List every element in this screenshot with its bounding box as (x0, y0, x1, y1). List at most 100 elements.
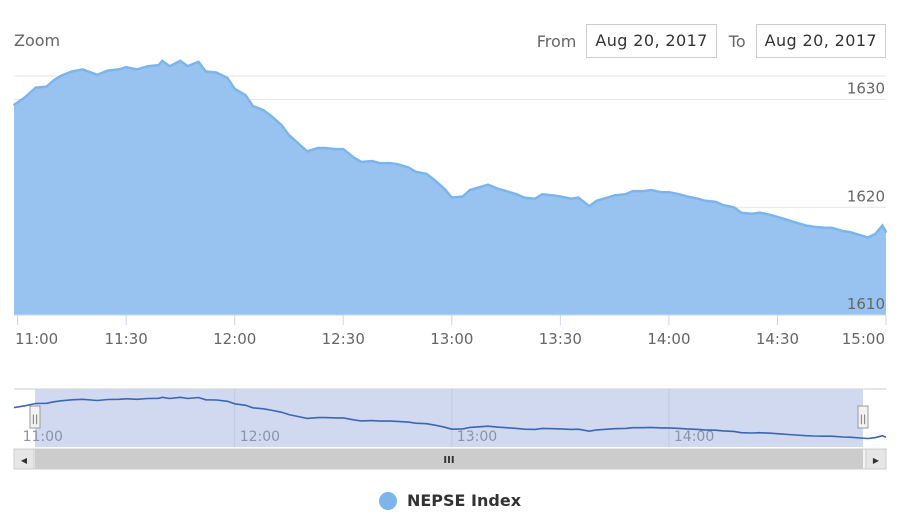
series-point (769, 213, 772, 216)
series-point (588, 205, 591, 208)
series-point (298, 143, 301, 146)
series-point (251, 105, 254, 107)
handle-grip: || (860, 414, 867, 425)
from-label: From (536, 31, 577, 51)
series-point (534, 197, 536, 200)
legend: NEPSE Index (0, 491, 900, 514)
series-point (125, 66, 128, 69)
series-point (81, 68, 84, 71)
series-point (469, 189, 471, 191)
series-point (740, 211, 743, 214)
legend-item-nepse-index[interactable]: NEPSE Index (378, 491, 521, 510)
series-area (14, 60, 886, 315)
series-point (450, 196, 453, 199)
series-point (157, 64, 160, 66)
from-date-input[interactable]: Aug 20, 2017 (586, 24, 717, 58)
series-point (570, 197, 573, 200)
series-point (414, 170, 417, 173)
series-point (324, 147, 327, 149)
series-point (696, 197, 699, 200)
series-point (342, 148, 345, 151)
x-tick-label: 13:30 (539, 330, 582, 348)
series-point (479, 185, 482, 188)
series-point (204, 70, 207, 73)
series-point (660, 191, 663, 194)
series-point (146, 65, 149, 68)
series-point (881, 224, 884, 227)
series-point (186, 65, 189, 68)
series-point (715, 200, 717, 203)
series-point (613, 194, 616, 197)
series-point (841, 230, 844, 232)
navigator-left-handle[interactable]: || (29, 405, 41, 429)
series-point (432, 178, 435, 181)
series-point (233, 87, 236, 90)
series-point (168, 65, 171, 68)
scrollbar-thumb[interactable] (35, 449, 863, 469)
series-point (136, 68, 138, 71)
series-point (244, 94, 247, 97)
series-point (787, 219, 790, 222)
scrollbar-grip: III (443, 455, 454, 466)
series-point (794, 221, 797, 224)
series-point (867, 236, 869, 239)
series-point (378, 162, 381, 165)
series-point (487, 183, 489, 186)
navigator-tick-label: 12:00 (240, 429, 280, 445)
series-point (631, 190, 634, 193)
series-point (288, 134, 290, 136)
series-point (686, 195, 688, 198)
series-point (262, 109, 265, 112)
scrollbar-right-button[interactable] (865, 448, 887, 470)
series-point (577, 196, 580, 199)
zoom-label: Zoom (14, 31, 61, 50)
series-point (776, 216, 779, 218)
series-point (751, 212, 754, 215)
series-point (70, 70, 73, 73)
series-point (505, 190, 507, 193)
to-date-input[interactable]: Aug 20, 2017 (755, 24, 886, 58)
series-point (407, 166, 410, 169)
date-range-selector: From Aug 20, 2017 To Aug 20, 2017 (525, 24, 886, 58)
scrollbar-left-button[interactable] (13, 448, 35, 470)
y-tick-label: 1620 (847, 187, 885, 205)
series-point (668, 191, 670, 194)
series-point (823, 226, 826, 229)
legend-circle-icon (378, 491, 397, 510)
arrow-right-icon: ▶ (873, 456, 880, 465)
series-point (161, 59, 164, 62)
series-point (96, 73, 99, 76)
series-point (443, 188, 446, 190)
series-point (197, 60, 200, 63)
x-tick-label: 13:00 (430, 330, 473, 348)
series-point (541, 193, 544, 196)
series-point (23, 96, 26, 99)
series-line (13, 59, 888, 239)
x-tick-label: 11:30 (105, 330, 148, 348)
series-point (606, 196, 609, 199)
y-tick-label: 1630 (847, 80, 885, 98)
series-point (396, 163, 399, 166)
y-axis: 1610 1620 1630 (847, 80, 885, 313)
series-point (805, 224, 808, 227)
series-point (595, 199, 598, 202)
series-point (812, 225, 815, 228)
series-point (34, 86, 37, 89)
x-tick-label: 11:00 (15, 330, 58, 348)
scrollbar[interactable]: III ◀ ▶ (13, 448, 887, 470)
arrow-left-icon: ◀ (21, 456, 28, 465)
series-point (317, 147, 319, 149)
series-point (649, 189, 652, 191)
series-point (624, 193, 627, 196)
navigator-right-handle[interactable]: || (857, 405, 869, 429)
series-point (874, 233, 877, 236)
series-point (704, 199, 706, 202)
series-point (552, 194, 555, 197)
handle-grip: || (32, 414, 39, 425)
series-point (758, 211, 761, 214)
navigator[interactable]: 11:00 12:00 13:00 14:00 || || (13, 388, 887, 447)
plot-series (13, 59, 888, 315)
series-point (335, 148, 337, 151)
series-point (678, 193, 681, 196)
